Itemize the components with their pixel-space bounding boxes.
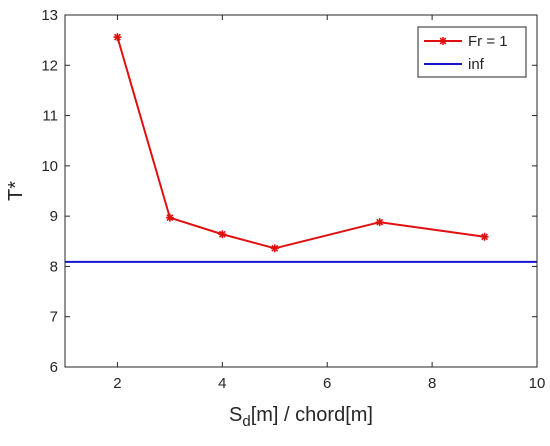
y-tick-label: 8 [50,258,58,275]
x-tick-label: 6 [323,375,331,392]
series-layer [65,33,537,263]
legend-label-fr1: Fr = 1 [468,33,508,50]
x-tick-label: 8 [428,375,436,392]
x-tick-label: 10 [529,375,546,392]
data-point-marker [375,218,384,227]
x-axis-title-main: S [229,404,242,426]
tick-layer: 2 4 6 8 10 6 7 8 9 10 11 12 13 [41,7,545,392]
data-point-marker [165,213,174,222]
x-axis-title-rest: [m] / chord[m] [251,404,373,426]
legend: Fr = 1 inf [417,26,527,78]
data-point-marker [113,33,122,42]
data-point-marker [270,244,279,253]
y-tick-label: 6 [50,359,58,376]
y-tick-label: 12 [41,57,58,74]
y-axis-title: T* [5,181,27,201]
y-tick-label: 7 [50,309,58,326]
axis-layer [64,14,538,368]
data-point-marker [480,232,489,241]
x-tick-label: 4 [218,375,226,392]
legend-asterisk-icon [439,37,447,45]
axes-box [64,14,538,368]
legend-marker-fr1 [439,37,447,45]
x-axis-title: Sd[m] / chord[m] [229,404,373,430]
y-tick-label: 10 [41,158,58,175]
legend-label-inf: inf [468,56,485,73]
legend-box [417,26,527,78]
y-tick-label: 13 [41,7,58,24]
y-tick-label: 9 [50,208,58,225]
y-tick-label: 11 [42,108,58,125]
series-line-fr1 [116,36,485,250]
x-tick-label: 2 [113,375,121,392]
data-point-marker [218,230,227,239]
x-axis-title-subscript: d [242,413,250,430]
